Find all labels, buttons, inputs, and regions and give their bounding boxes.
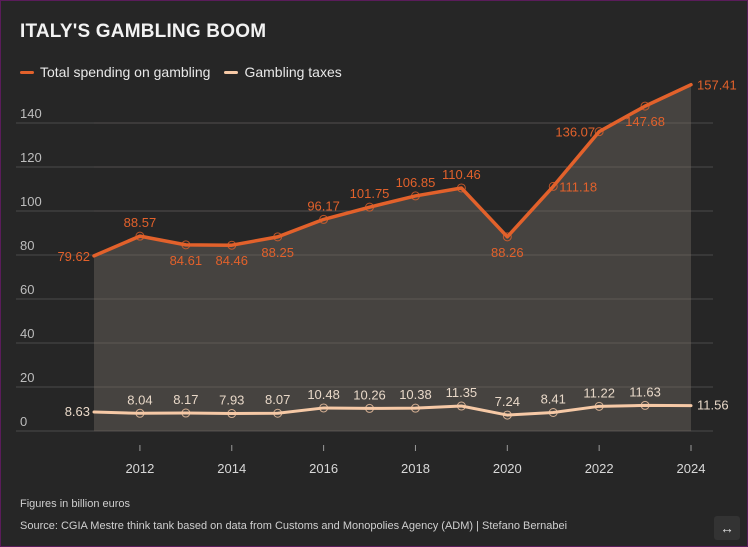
x-tick-label-2012: 2012 [125, 461, 154, 476]
x-tick-label-2022: 2022 [585, 461, 614, 476]
taxes-point-2021 [548, 407, 558, 417]
y-tick-label-40: 40 [20, 326, 34, 341]
spending-area [94, 84, 691, 431]
taxes-point-2013 [181, 408, 191, 418]
taxes-label-2024: 11.56 [697, 398, 729, 413]
taxes-label-2023: 11.63 [629, 384, 661, 399]
taxes-label-2018: 10.38 [399, 387, 432, 402]
spending-point-2013 [181, 240, 191, 250]
taxes-label-2015: 8.07 [265, 392, 290, 407]
expand-icon[interactable]: ↔ [714, 516, 740, 540]
spending-point-2020 [502, 232, 512, 242]
x-tick-label-2016: 2016 [309, 461, 338, 476]
x-tick-label-2020: 2020 [493, 461, 522, 476]
taxes-point-2016 [319, 403, 329, 413]
spending-label-2016: 96.17 [307, 198, 340, 213]
taxes-point-2015 [273, 408, 283, 418]
spending-label-2021: 111.18 [559, 179, 597, 194]
taxes-label-2012: 8.04 [127, 392, 152, 407]
taxes-point-2022 [594, 401, 604, 411]
legend-label-spending: Total spending on gambling [40, 64, 211, 80]
y-tick-label-100: 100 [20, 194, 42, 209]
spending-point-2018 [410, 191, 420, 201]
spending-point-2019 [456, 183, 466, 193]
spending-point-2021 [548, 181, 558, 191]
y-tick-label-140: 140 [20, 106, 42, 121]
legend: Total spending on gambling Gambling taxe… [20, 64, 342, 80]
spending-point-2016 [319, 214, 329, 224]
spending-point-2014 [227, 240, 237, 250]
spending-point-2017 [365, 202, 375, 212]
x-tick-label-2014: 2014 [217, 461, 246, 476]
taxes-label-2021: 8.41 [541, 391, 566, 406]
y-tick-label-20: 20 [20, 370, 34, 385]
x-tick-label-2024: 2024 [677, 461, 706, 476]
legend-item-spending: Total spending on gambling [20, 64, 210, 80]
taxes-line [92, 403, 693, 417]
taxes-point-2014 [227, 409, 237, 419]
spending-label-2013: 84.61 [170, 253, 203, 268]
taxes-label-2011: 8.63 [65, 404, 90, 419]
y-tick-label-0: 0 [20, 414, 27, 429]
y-tick-label-80: 80 [20, 238, 34, 253]
legend-swatch-spending [20, 70, 34, 74]
x-tick-label-2018: 2018 [401, 461, 430, 476]
taxes-point-2020 [502, 410, 512, 420]
legend-label-taxes: Gambling taxes [244, 64, 342, 80]
units-note: Figures in billion euros [20, 498, 131, 510]
spending-label-2014: 84.46 [215, 253, 248, 268]
spending-label-2022: 136.07 [555, 125, 595, 140]
spending-label-2015: 88.25 [261, 245, 294, 260]
y-tick-label-120: 120 [20, 150, 42, 165]
taxes-label-2016: 10.48 [307, 387, 340, 402]
spending-point-2012 [135, 231, 145, 241]
taxes-point-2018 [410, 403, 420, 413]
source-credit: Source: CGIA Mestre think tank based on … [20, 520, 568, 532]
spending-label-2012: 88.57 [124, 215, 157, 230]
taxes-label-2020: 7.24 [495, 394, 520, 409]
spending-label-2019: 110.46 [442, 167, 481, 182]
taxes-point-2019 [456, 401, 466, 411]
taxes-label-2022: 11.22 [583, 385, 615, 400]
y-tick-label-60: 60 [20, 282, 34, 297]
spending-label-2023: 147.68 [625, 114, 665, 129]
taxes-point-2017 [365, 403, 375, 413]
taxes-label-2013: 8.17 [173, 392, 198, 407]
chart-title: ITALY'S GAMBLING BOOM [20, 21, 267, 42]
spending-label-2024: 157.41 [697, 78, 737, 93]
spending-line [92, 82, 693, 258]
spending-label-2011: 79.62 [57, 249, 90, 264]
spending-point-2022 [594, 127, 604, 137]
spending-label-2017: 101.75 [350, 186, 390, 201]
taxes-label-2014: 7.93 [219, 393, 244, 408]
legend-swatch-taxes [224, 70, 239, 74]
taxes-label-2019: 11.35 [446, 385, 478, 400]
taxes-point-2012 [135, 408, 145, 418]
spending-point-2015 [273, 232, 283, 242]
taxes-point-2023 [640, 400, 650, 410]
spending-label-2018: 106.85 [396, 175, 436, 190]
line-chart: 0 20 40 60 80 100 120 140 2012 2014 2016 2018 2020 20… [16, 78, 737, 476]
spending-label-2020: 88.26 [491, 245, 524, 260]
taxes-label-2017: 10.26 [353, 387, 386, 402]
legend-item-taxes: Gambling taxes [224, 64, 342, 80]
spending-point-2023 [640, 101, 650, 111]
